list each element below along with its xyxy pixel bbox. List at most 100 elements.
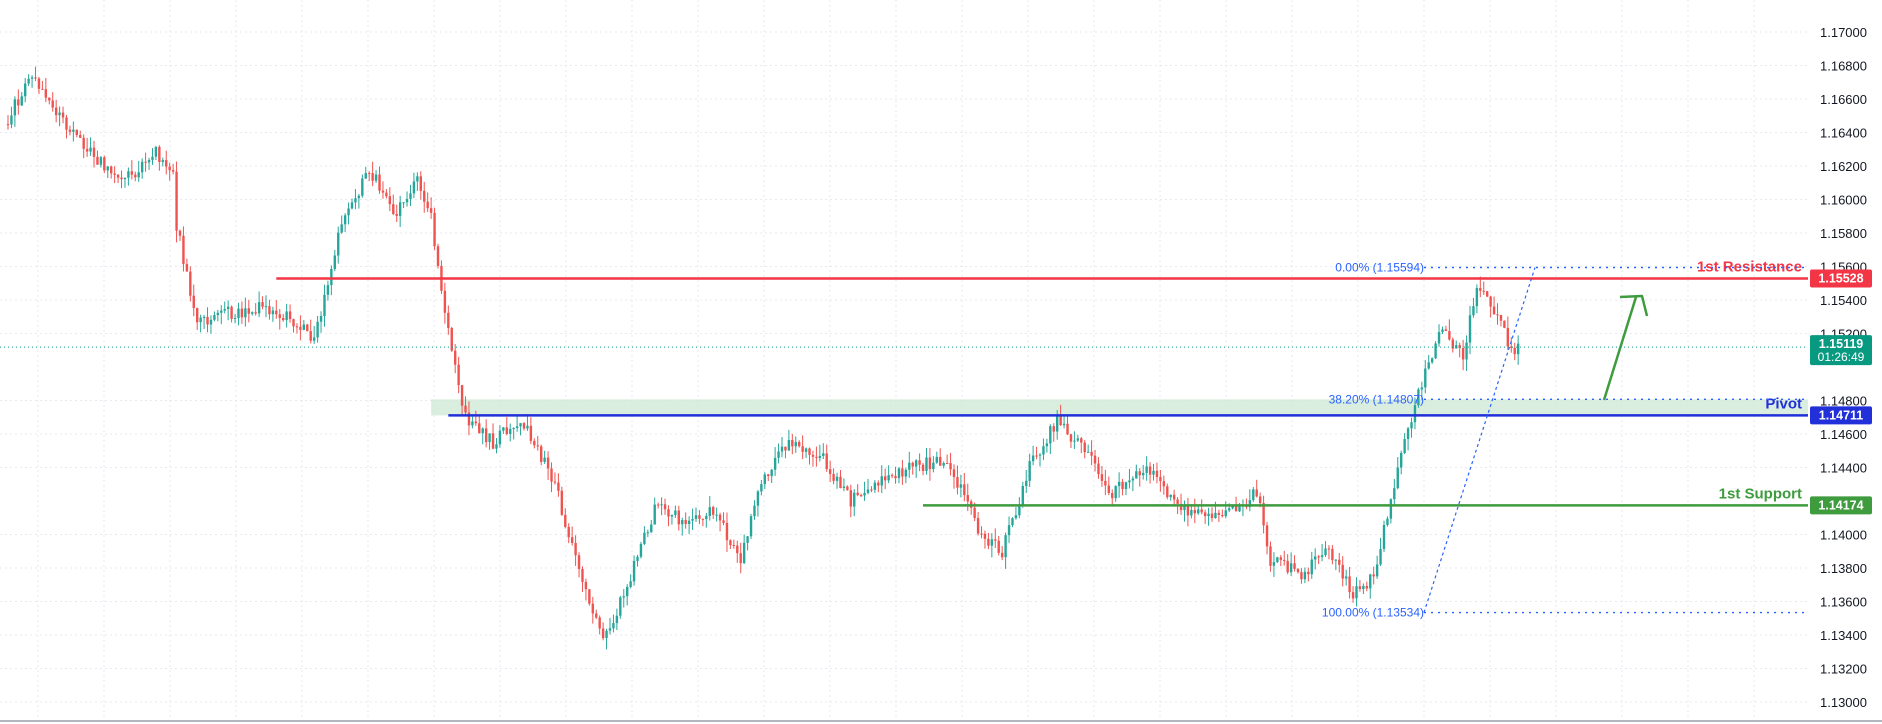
candle xyxy=(1486,290,1489,298)
candle-body xyxy=(1296,568,1300,573)
candle-body xyxy=(608,628,612,631)
candle xyxy=(1248,489,1252,512)
candle xyxy=(1434,341,1437,360)
fibonacci-trend-line[interactable] xyxy=(1423,267,1536,613)
candle xyxy=(1475,284,1479,314)
candle xyxy=(130,160,134,180)
candle xyxy=(746,535,749,551)
candle xyxy=(409,184,412,206)
candle xyxy=(1296,568,1300,574)
candle-body xyxy=(1338,559,1341,565)
candle-body xyxy=(866,489,870,493)
candle xyxy=(233,313,237,324)
candle xyxy=(1086,444,1090,453)
candle xyxy=(192,284,195,317)
candle xyxy=(1382,520,1386,552)
candle xyxy=(550,462,553,493)
candle-body xyxy=(254,312,257,314)
candle-body xyxy=(1210,513,1214,519)
candle xyxy=(1406,426,1410,451)
candle-body xyxy=(323,294,326,316)
candle-body xyxy=(192,295,195,309)
candle-body xyxy=(577,555,581,569)
candle-body xyxy=(257,302,261,314)
candle xyxy=(1221,509,1224,518)
candle-body xyxy=(1111,493,1114,499)
candle-body xyxy=(952,469,956,478)
candle xyxy=(51,92,54,112)
candle-body xyxy=(715,514,718,516)
candle xyxy=(1252,487,1255,503)
candle-body xyxy=(34,77,37,79)
candle xyxy=(1135,464,1138,479)
candle xyxy=(79,130,82,139)
candle-body xyxy=(337,232,340,256)
candle xyxy=(364,166,367,180)
green-arrow[interactable] xyxy=(1602,294,1649,401)
candle-body xyxy=(708,507,711,516)
candle-body xyxy=(1468,315,1472,343)
candle xyxy=(643,526,646,546)
candle xyxy=(423,181,426,213)
candle-body xyxy=(856,492,859,496)
candle xyxy=(780,436,784,458)
candle xyxy=(123,177,127,188)
candle-body xyxy=(182,235,185,265)
candle xyxy=(595,609,598,620)
candle-body xyxy=(670,514,674,517)
candle-body xyxy=(299,326,302,330)
candle xyxy=(140,158,144,179)
candle xyxy=(316,315,319,343)
candle xyxy=(1131,476,1135,492)
candle-body xyxy=(1221,514,1224,517)
candle-body xyxy=(1358,586,1362,590)
candle xyxy=(914,459,918,478)
price-tag-value: 1.15528 xyxy=(1818,272,1863,286)
candle xyxy=(1148,462,1152,484)
candle-body xyxy=(1331,548,1334,561)
candle xyxy=(1437,324,1441,347)
candle-body xyxy=(196,308,199,323)
candle xyxy=(171,163,175,175)
candle-body xyxy=(787,440,791,451)
candle-body xyxy=(409,193,412,199)
candle-body xyxy=(1506,327,1510,347)
candle-body xyxy=(1300,572,1303,580)
candle-body xyxy=(330,268,333,286)
candle xyxy=(901,459,904,485)
candle xyxy=(1025,469,1028,493)
candle xyxy=(952,464,956,489)
candle xyxy=(887,465,890,484)
candle-body xyxy=(1128,480,1131,483)
candle-body xyxy=(815,456,818,458)
candle-body xyxy=(890,475,894,477)
candle-body xyxy=(491,433,495,449)
candle xyxy=(285,303,288,328)
candle xyxy=(1496,303,1499,325)
candle xyxy=(471,415,474,429)
candle-body xyxy=(474,421,478,424)
candle xyxy=(1344,569,1348,586)
candle-body xyxy=(1014,515,1018,519)
candle-body xyxy=(202,316,206,318)
price-tag-bg xyxy=(1810,406,1872,425)
candle xyxy=(584,578,588,601)
candle xyxy=(127,167,130,186)
candle-body xyxy=(753,505,756,517)
candle xyxy=(570,526,574,546)
candle xyxy=(894,466,897,484)
candle-body xyxy=(247,308,250,314)
candle xyxy=(1203,509,1207,524)
candle xyxy=(505,417,508,436)
candle-body xyxy=(1234,506,1238,512)
candle xyxy=(398,195,402,228)
candle xyxy=(691,508,694,530)
candle xyxy=(1052,423,1055,442)
candle-body xyxy=(1317,556,1320,558)
candle-body xyxy=(956,477,959,488)
candle-body xyxy=(354,198,357,203)
candle xyxy=(206,307,209,333)
price-axis[interactable]: 1.17000 1.16800 1.16600 1.16400 1.16200 1.160… xyxy=(1820,25,1867,710)
candle xyxy=(660,497,663,516)
